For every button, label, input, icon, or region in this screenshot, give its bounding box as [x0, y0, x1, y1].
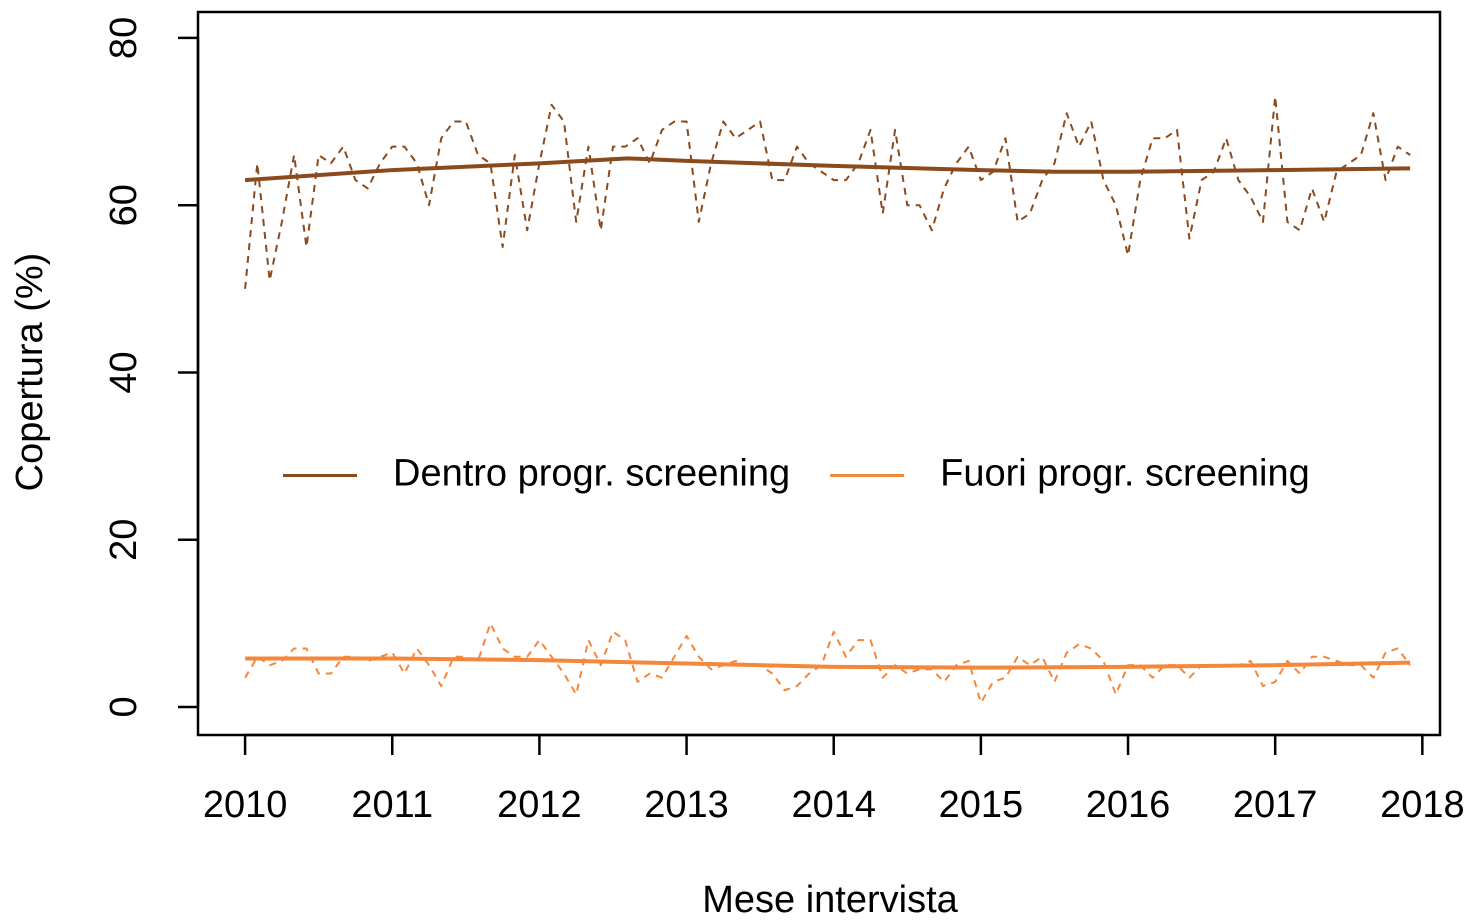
y-tick-label: 0	[103, 696, 145, 717]
monthly-line	[244, 95, 1411, 289]
plot-frame	[196, 10, 1442, 737]
y-tick-label: 80	[103, 17, 145, 59]
x-axis-label: Mese intervista	[702, 879, 958, 921]
trend-line	[244, 156, 1411, 183]
x-tick-label: 2016	[1086, 784, 1171, 826]
x-tick-label: 2010	[203, 784, 288, 826]
y-axis-label: Copertura (%)	[9, 253, 51, 492]
y-tick-label: 60	[103, 184, 145, 226]
y-tick-label: 20	[103, 519, 145, 561]
x-tick-label: 2012	[497, 784, 582, 826]
x-tick-label: 2014	[791, 784, 876, 826]
x-tick-label: 2011	[351, 784, 433, 826]
x-tick-label: 2015	[939, 784, 1024, 826]
monthly-line	[244, 622, 1411, 704]
x-tick-label: 2018	[1380, 784, 1465, 826]
trend-line	[245, 656, 1411, 670]
y-tick-label: 40	[103, 351, 145, 393]
legend-label: Fuori progr. screening	[940, 453, 1310, 495]
x-tick-label: 2017	[1233, 784, 1318, 826]
legend-label: Dentro progr. screening	[393, 453, 790, 495]
x-tick-label: 2013	[644, 784, 729, 826]
